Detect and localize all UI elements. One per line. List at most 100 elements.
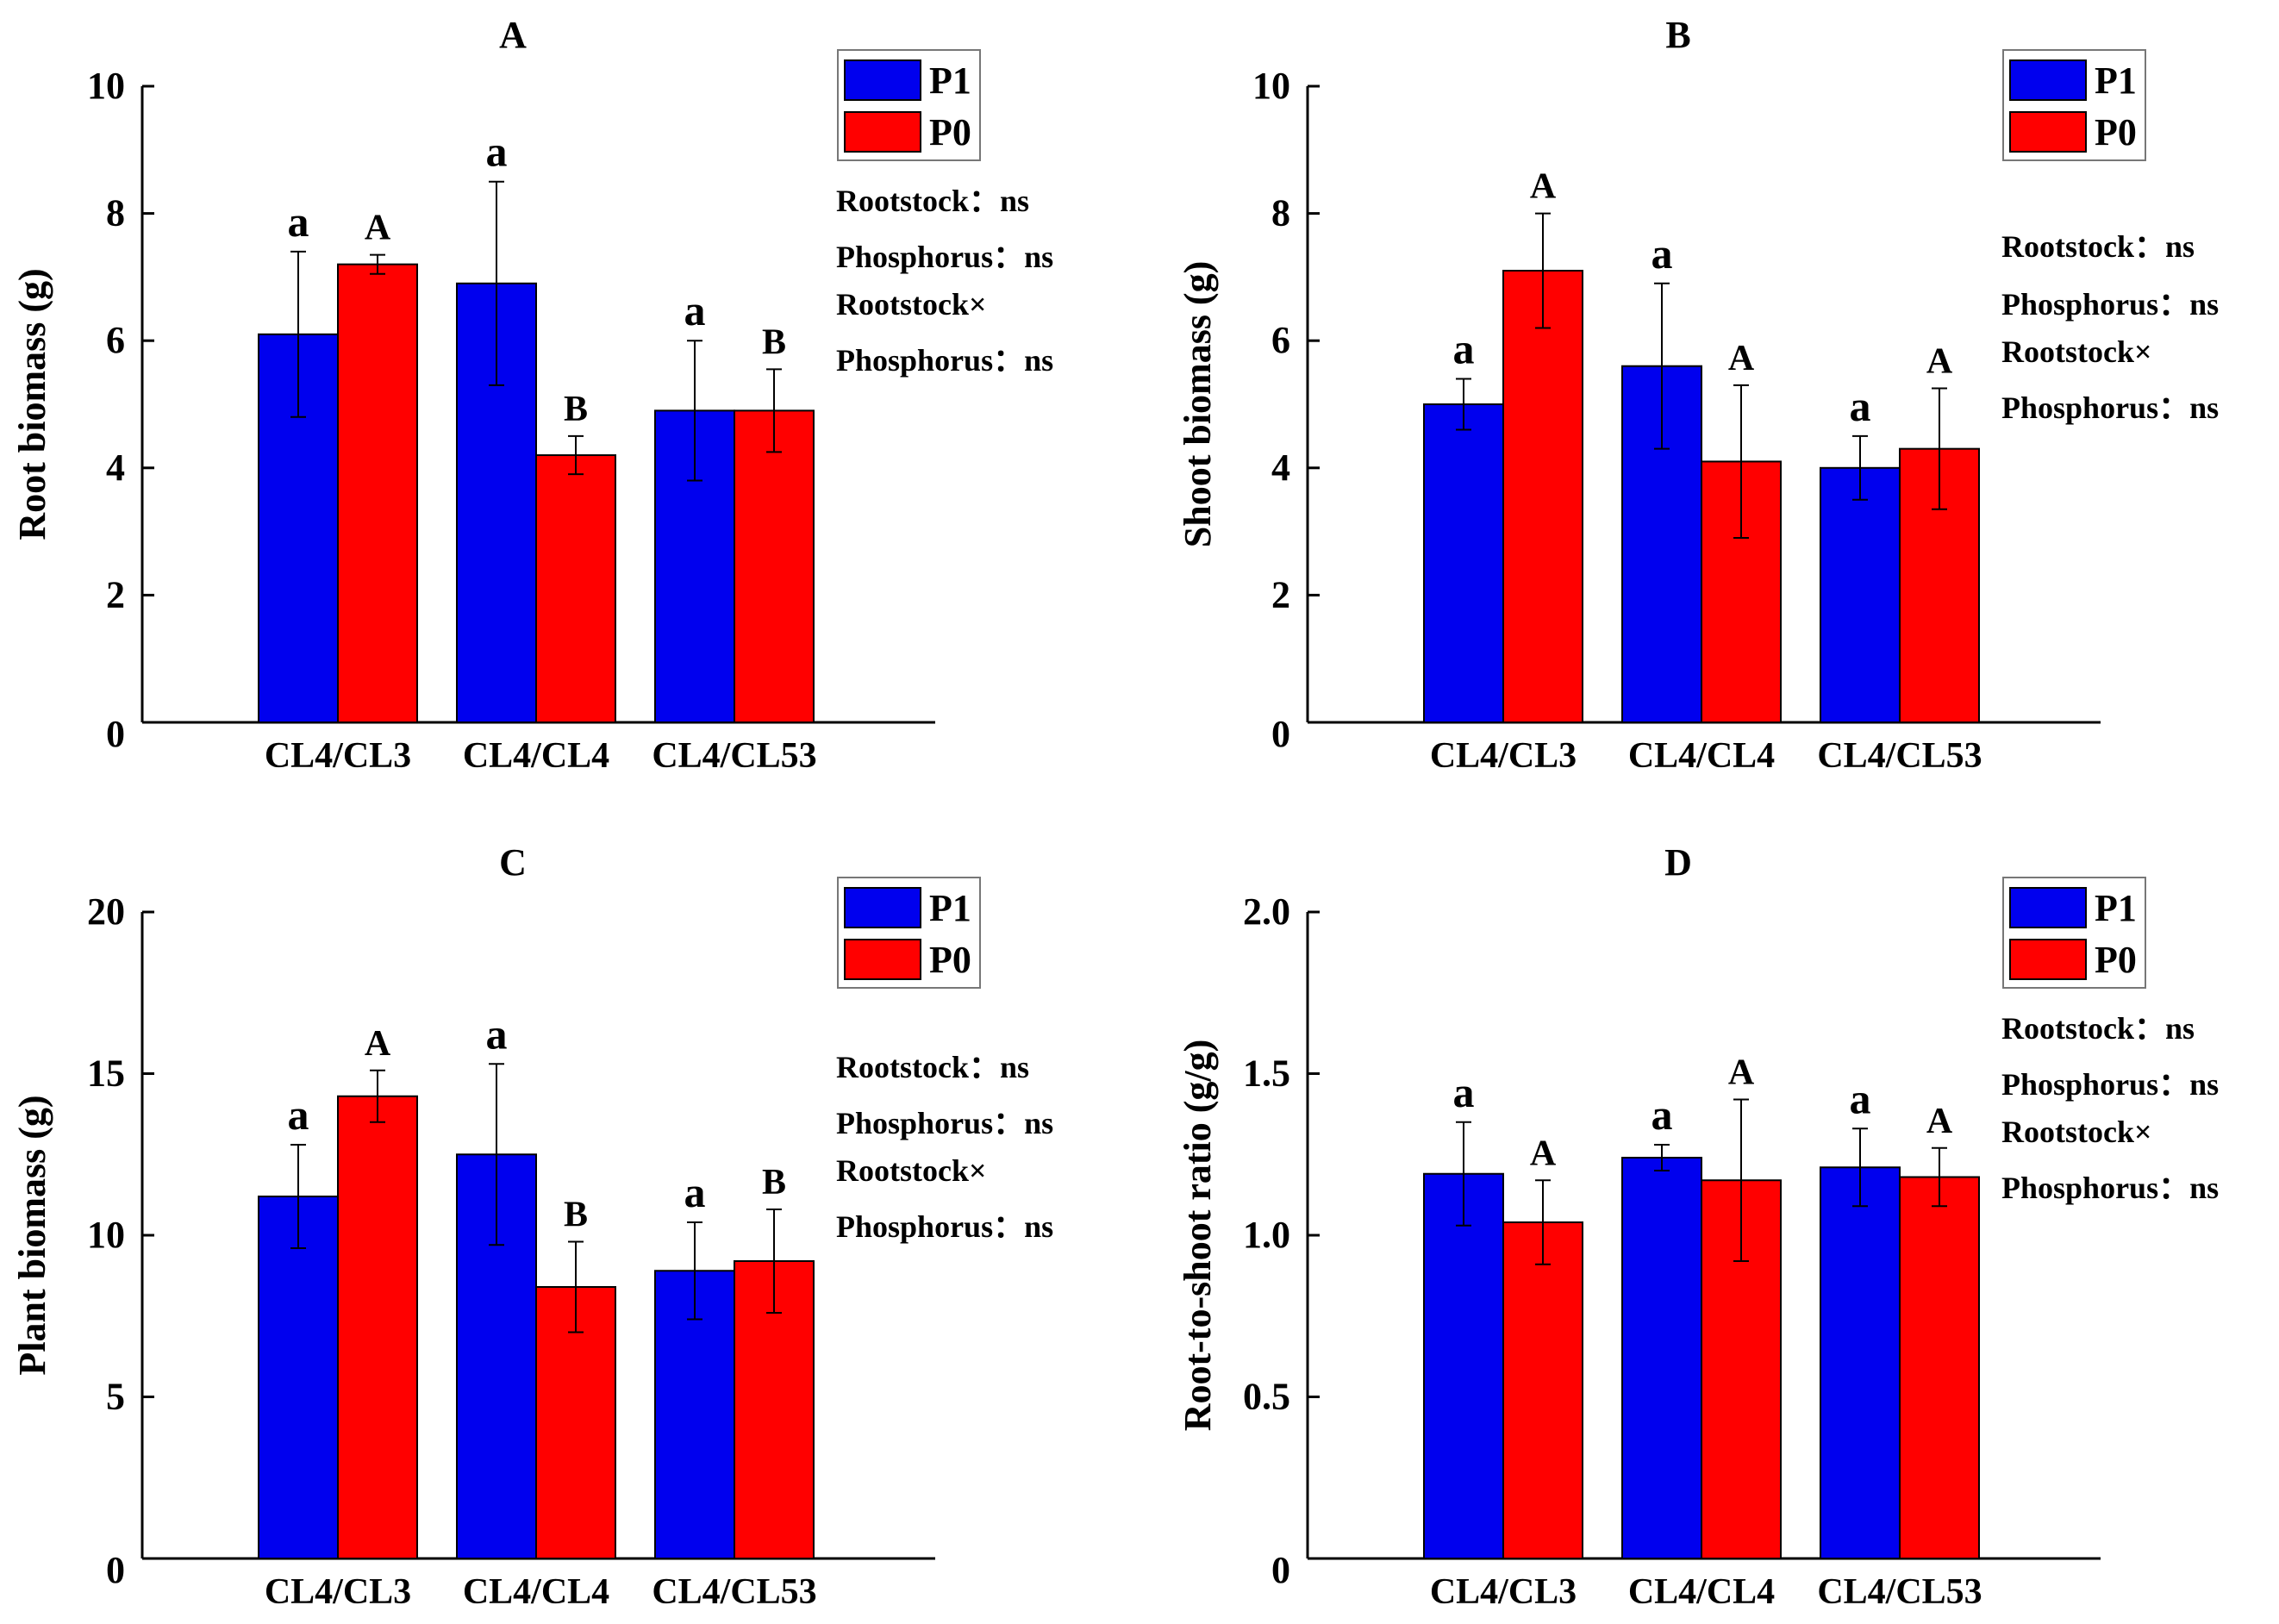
y-tick-label: 1.5 — [1243, 1052, 1290, 1095]
bar-P0-CL4/CL3 — [337, 1095, 418, 1559]
legend-swatch-P0 — [844, 939, 921, 980]
legend-label-P0: P0 — [2095, 939, 2137, 981]
y-tick-label: 0.5 — [1243, 1376, 1290, 1418]
x-tick-label: CL4/CL4 — [463, 1572, 609, 1612]
legend-label-P0: P0 — [929, 111, 971, 153]
legend-label-P1: P1 — [2095, 887, 2137, 929]
legend-label-P1: P1 — [929, 59, 971, 102]
significance-letter: a — [288, 197, 309, 246]
y-tick-label: 4 — [1271, 447, 1290, 489]
legend-swatch-P1 — [2009, 59, 2087, 101]
anova-stat: Rootstock× — [2001, 1115, 2152, 1149]
significance-letter: a — [684, 286, 706, 334]
bar-P0-CL4/CL3 — [337, 263, 418, 723]
x-tick-label: CL4/CL3 — [1430, 1572, 1577, 1612]
legend-swatch-P0 — [2009, 939, 2087, 980]
legend-label-P1: P1 — [2095, 59, 2137, 102]
significance-letter: a — [486, 1009, 508, 1058]
anova-stat: Phosphorus：ns — [2001, 287, 2219, 322]
significance-letter: A — [1530, 1134, 1557, 1173]
y-tick-label: 0 — [106, 713, 125, 755]
y-tick-label: 5 — [106, 1376, 125, 1418]
significance-letter: A — [1926, 342, 1953, 382]
y-tick-label: 2 — [106, 573, 125, 615]
x-tick-label: CL4/CL53 — [1817, 1572, 1982, 1612]
anova-stat: Rootstock× — [836, 1153, 987, 1188]
significance-letter: a — [1453, 1068, 1475, 1116]
anova-stat: Phosphorus：ns — [2001, 1067, 2219, 1102]
significance-letter: B — [762, 322, 786, 362]
y-axis-title: Root-to-shoot ratio (g/g) — [1177, 1040, 1219, 1432]
legend-label-P0: P0 — [2095, 111, 2137, 153]
anova-stat: Rootstock：ns — [2001, 1011, 2195, 1046]
significance-letter: a — [486, 128, 508, 176]
bar-P1-CL4/CL4 — [1621, 1157, 1702, 1559]
y-tick-label: 6 — [1271, 319, 1290, 361]
significance-letter: B — [564, 390, 588, 429]
y-tick-label: 0 — [1271, 1549, 1290, 1591]
significance-letter: a — [1651, 1090, 1673, 1139]
anova-stat: Rootstock× — [2001, 334, 2152, 369]
y-tick-label: 20 — [87, 890, 125, 933]
bar-P1-CL4/CL3 — [258, 1196, 339, 1559]
significance-letter: B — [762, 1163, 786, 1202]
y-tick-label: 0 — [106, 1549, 125, 1591]
significance-letter: a — [288, 1090, 309, 1139]
significance-letter: a — [1850, 382, 1871, 430]
bar-P0-CL4/CL53 — [1899, 1176, 1980, 1559]
y-tick-label: 4 — [106, 447, 125, 489]
significance-letter: a — [1850, 1074, 1871, 1122]
significance-letter: B — [564, 1196, 588, 1235]
panel-title: C — [499, 841, 527, 884]
y-tick-label: 6 — [106, 319, 125, 361]
y-tick-label: 8 — [106, 192, 125, 234]
anova-stat: Phosphorus：ns — [836, 343, 1053, 378]
significance-letter: A — [365, 1024, 391, 1064]
panel-title: B — [1665, 14, 1690, 56]
anova-stat: Phosphorus：ns — [836, 1209, 1053, 1244]
legend-swatch-P0 — [2009, 111, 2087, 153]
bar-P0-CL4/CL3 — [1502, 1221, 1583, 1559]
y-tick-label: 10 — [87, 1214, 125, 1256]
significance-letter: a — [1651, 229, 1673, 278]
panel-A: A 0 2 4 6 8 10 Root biomass (g) a A CL4/CL3 a B CL4/C… — [11, 14, 1053, 776]
significance-letter: A — [1728, 339, 1755, 378]
x-tick-label: CL4/CL4 — [463, 736, 609, 776]
x-tick-label: CL4/CL53 — [652, 1572, 816, 1612]
x-tick-label: CL4/CL3 — [265, 736, 411, 776]
anova-stat: Rootstock：ns — [2001, 229, 2195, 264]
anova-stat: Phosphorus：ns — [836, 240, 1053, 274]
anova-stat: Phosphorus：ns — [2001, 1171, 2219, 1205]
bar-P0-CL4/CL53 — [734, 409, 815, 723]
x-tick-label: CL4/CL53 — [652, 736, 816, 776]
y-tick-label: 15 — [87, 1052, 125, 1095]
significance-letter: a — [1453, 324, 1475, 372]
bar-P1-CL4/CL53 — [1820, 466, 1901, 723]
significance-letter: A — [1728, 1053, 1755, 1093]
anova-stat: Phosphorus：ns — [836, 1106, 1053, 1140]
significance-letter: a — [684, 1168, 706, 1216]
bar-P1-CL4/CL3 — [1423, 403, 1504, 723]
x-tick-label: CL4/CL4 — [1628, 1572, 1775, 1612]
bar-P0-CL4/CL4 — [535, 454, 616, 723]
y-axis-title: Plant biomass (g) — [11, 1095, 53, 1375]
y-tick-label: 8 — [1271, 192, 1290, 234]
y-tick-label: 10 — [87, 65, 125, 107]
x-tick-label: CL4/CL4 — [1628, 736, 1775, 776]
y-axis-title: Root biomass (g) — [11, 268, 53, 540]
bar-P1-CL4/CL3 — [1423, 1172, 1504, 1559]
anova-stat: Rootstock× — [836, 287, 987, 322]
legend-swatch-P1 — [844, 59, 921, 101]
x-tick-label: CL4/CL3 — [1430, 736, 1577, 776]
x-tick-label: CL4/CL53 — [1817, 736, 1982, 776]
bar-P1-CL4/CL53 — [1820, 1166, 1901, 1559]
x-tick-label: CL4/CL3 — [265, 1572, 411, 1612]
significance-letter: A — [1926, 1102, 1953, 1141]
significance-letter: A — [365, 209, 391, 248]
anova-stat: Rootstock：ns — [836, 1050, 1029, 1084]
y-tick-label: 0 — [1271, 713, 1290, 755]
significance-letter: A — [1530, 167, 1557, 207]
